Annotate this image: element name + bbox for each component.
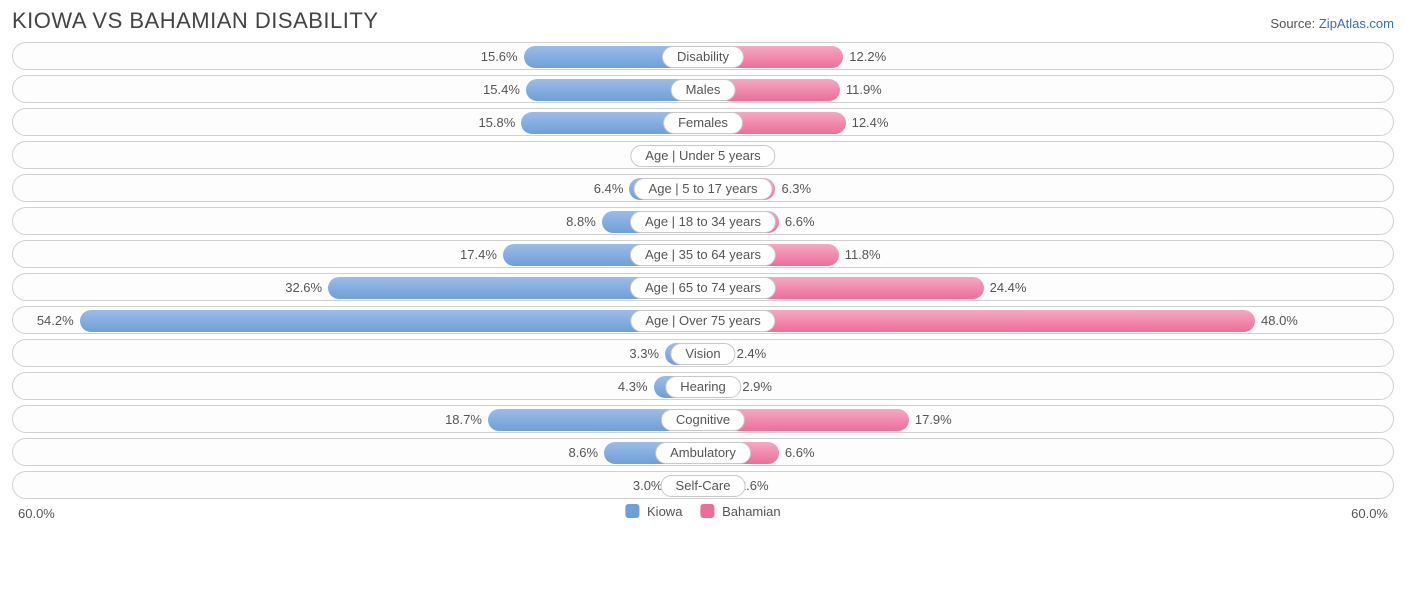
- value-right: 11.9%: [846, 76, 882, 104]
- legend-label-right: Bahamian: [722, 504, 781, 519]
- value-left: 32.6%: [285, 274, 322, 302]
- value-right: 11.8%: [845, 241, 881, 269]
- value-left: 18.7%: [445, 406, 482, 434]
- chart-row: 1.5%1.3%Age | Under 5 years: [12, 141, 1394, 169]
- category-label: Males: [671, 79, 736, 101]
- diverging-bar-chart: 15.6% 12.2% Disability 15.4% 11.9% Males 15.8%…: [12, 42, 1394, 499]
- value-left: 3.3%: [629, 340, 659, 368]
- chart-title: KIOWA VS BAHAMIAN DISABILITY: [12, 8, 379, 34]
- value-left: 15.4%: [483, 76, 520, 104]
- chart-row: 15.4% 11.9% Males: [12, 75, 1394, 103]
- value-right: 6.6%: [785, 208, 815, 236]
- bar-right: [703, 310, 1255, 332]
- category-label: Age | 35 to 64 years: [630, 244, 776, 266]
- chart-row: 4.3% 2.9%Hearing: [12, 372, 1394, 400]
- chart-row: 3.0%2.6%Self-Care: [12, 471, 1394, 499]
- category-label: Vision: [670, 343, 735, 365]
- chart-source: Source: ZipAtlas.com: [1270, 16, 1394, 31]
- legend-swatch-left: [625, 504, 639, 518]
- value-left: 17.4%: [460, 241, 497, 269]
- value-left: 6.4%: [594, 175, 624, 203]
- chart-footer: 60.0% Kiowa Bahamian 60.0%: [12, 504, 1394, 528]
- value-right: 48.0%: [1261, 307, 1298, 335]
- category-label: Ambulatory: [655, 442, 751, 464]
- value-left: 3.0%: [633, 472, 663, 500]
- chart-row: 6.4% 6.3% Age | 5 to 17 years: [12, 174, 1394, 202]
- category-label: Age | Over 75 years: [630, 310, 775, 332]
- chart-row: 15.8% 12.4% Females: [12, 108, 1394, 136]
- value-right: 2.4%: [737, 340, 767, 368]
- value-right: 6.3%: [781, 175, 811, 203]
- category-label: Disability: [662, 46, 744, 68]
- chart-row: 54.2% 48.0% Age | Over 75 years: [12, 306, 1394, 334]
- legend-item-right: Bahamian: [700, 504, 780, 519]
- category-label: Females: [663, 112, 743, 134]
- axis-max-right: 60.0%: [1351, 506, 1388, 521]
- category-label: Cognitive: [661, 409, 745, 431]
- value-right: 12.4%: [852, 109, 889, 137]
- chart-row: 32.6% 24.4% Age | 65 to 74 years: [12, 273, 1394, 301]
- value-left: 8.6%: [568, 439, 598, 467]
- legend-swatch-right: [700, 504, 714, 518]
- legend-label-left: Kiowa: [647, 504, 682, 519]
- category-label: Hearing: [665, 376, 741, 398]
- chart-header: KIOWA VS BAHAMIAN DISABILITY Source: Zip…: [12, 8, 1394, 34]
- value-left: 15.8%: [478, 109, 515, 137]
- axis-max-left: 60.0%: [18, 506, 55, 521]
- value-right: 17.9%: [915, 406, 952, 434]
- value-right: 2.9%: [742, 373, 772, 401]
- legend-item-left: Kiowa: [625, 504, 682, 519]
- chart-legend: Kiowa Bahamian: [625, 504, 780, 519]
- category-label: Self-Care: [661, 475, 746, 497]
- chart-row: 8.6% 6.6% Ambulatory: [12, 438, 1394, 466]
- value-right: 24.4%: [990, 274, 1027, 302]
- chart-row: 3.3% 2.4%Vision: [12, 339, 1394, 367]
- value-left: 54.2%: [37, 307, 74, 335]
- value-left: 15.6%: [481, 43, 518, 71]
- chart-row: 15.6% 12.2% Disability: [12, 42, 1394, 70]
- bar-left: [80, 310, 703, 332]
- chart-row: 18.7% 17.9% Cognitive: [12, 405, 1394, 433]
- category-label: Age | 5 to 17 years: [634, 178, 773, 200]
- source-link[interactable]: ZipAtlas.com: [1319, 16, 1394, 31]
- value-left: 4.3%: [618, 373, 648, 401]
- value-left: 8.8%: [566, 208, 596, 236]
- source-label: Source:: [1270, 16, 1315, 31]
- category-label: Age | Under 5 years: [630, 145, 775, 167]
- value-right: 12.2%: [849, 43, 886, 71]
- category-label: Age | 65 to 74 years: [630, 277, 776, 299]
- category-label: Age | 18 to 34 years: [630, 211, 776, 233]
- chart-row: 17.4% 11.8% Age | 35 to 64 years: [12, 240, 1394, 268]
- chart-row: 8.8% 6.6% Age | 18 to 34 years: [12, 207, 1394, 235]
- value-right: 6.6%: [785, 439, 815, 467]
